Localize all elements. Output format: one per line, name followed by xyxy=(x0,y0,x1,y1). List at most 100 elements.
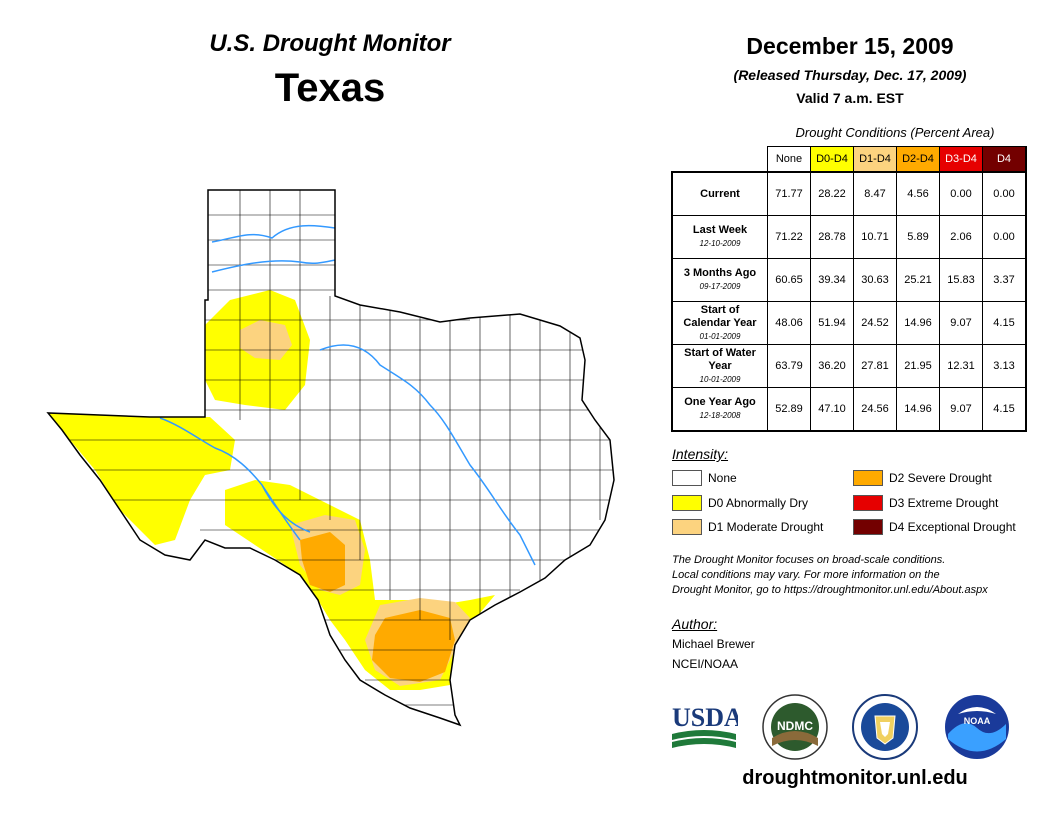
row-label-text: 3 Months Ago xyxy=(683,267,757,279)
row-label-text: Current xyxy=(700,187,740,200)
table-header-row: None D0-D4 D1-D4 D2-D4 D3-D4 D4 xyxy=(672,146,1027,173)
table-cell: 21.95 xyxy=(896,344,940,388)
table-cell: 63.79 xyxy=(767,344,811,388)
table-cell: 28.78 xyxy=(810,215,854,259)
table-cell: 71.77 xyxy=(767,171,811,216)
row-label: Last Week 12-10-2009 xyxy=(671,215,768,259)
table-column-header: D4 xyxy=(982,146,1027,173)
noaa-logo: NOAA xyxy=(945,695,1009,759)
drought-conditions-table: None D0-D4 D1-D4 D2-D4 D3-D4 D4 Current 71.77 2… xyxy=(671,146,1027,432)
table-row: Last Week 12-10-2009 71.22 28.78 10.71 5.89 2.… xyxy=(671,215,1027,259)
legend-swatch-d1 xyxy=(672,519,702,535)
legend-label-d2: D2 Severe Drought xyxy=(889,471,992,485)
legend-label-d4: D4 Exceptional Drought xyxy=(889,520,1016,534)
table-cell: 3.37 xyxy=(982,258,1027,302)
table-cell: 48.06 xyxy=(767,301,811,345)
row-label: One Year Ago 12-18-2008 xyxy=(671,387,768,432)
row-label: Current xyxy=(671,171,768,216)
row-label-date: 12-10-2009 xyxy=(699,239,741,248)
table-cell: 0.00 xyxy=(982,171,1027,216)
row-label: Start of Calendar Year 01-01-2009 xyxy=(671,301,768,345)
row-label-date: 09-17-2009 xyxy=(699,282,741,291)
legend-item-d4: D4 Exceptional Drought xyxy=(853,519,1016,535)
author-title: Author: xyxy=(672,616,718,632)
table-cell: 9.07 xyxy=(939,387,983,432)
conditions-title: Drought Conditions (Percent Area) xyxy=(795,125,995,140)
d2-coastal-region xyxy=(372,610,455,682)
table-cell: 25.21 xyxy=(896,258,940,302)
table-cell: 10.71 xyxy=(853,215,897,259)
table-cell: 4.15 xyxy=(982,301,1027,345)
author-org: NCEI/NOAA xyxy=(672,657,739,671)
author-name: Michael Brewer xyxy=(672,637,755,651)
legend-item-d3: D3 Extreme Drought xyxy=(853,495,998,511)
d2-south-central-region xyxy=(300,532,345,592)
legend-item-d0: D0 Abnormally Dry xyxy=(672,495,808,511)
footer-url[interactable]: droughtmonitor.unl.edu xyxy=(742,767,968,789)
table-cell: 15.83 xyxy=(939,258,983,302)
table-cell: 8.47 xyxy=(853,171,897,216)
legend-label-d1: D1 Moderate Drought xyxy=(708,520,824,534)
row-label-text: Last Week xyxy=(692,224,748,236)
table-cell: 5.89 xyxy=(896,215,940,259)
legend-swatch-d4 xyxy=(853,519,883,535)
table-column-header: D0-D4 xyxy=(810,146,854,173)
table-cell: 2.06 xyxy=(939,215,983,259)
rivers xyxy=(159,224,536,566)
table-cell: 0.00 xyxy=(982,215,1027,259)
legend-label-d3: D3 Extreme Drought xyxy=(889,496,999,510)
note-line-2: Local conditions may vary. For more info… xyxy=(672,569,940,581)
legend-item-d1: D1 Moderate Drought xyxy=(672,519,823,535)
row-label-date: 10-01-2009 xyxy=(699,374,741,384)
table-cell: 60.65 xyxy=(767,258,811,302)
row-label-text: One Year Ago xyxy=(684,396,756,408)
table-cell: 0.00 xyxy=(939,171,983,216)
table-cell: 39.34 xyxy=(810,258,854,302)
table-column-header: D2-D4 xyxy=(896,146,940,173)
map-date: December 15, 2009 xyxy=(746,33,954,59)
table-cell: 14.96 xyxy=(896,387,940,432)
release-date: (Released Thursday, Dec. 17, 2009) xyxy=(733,67,967,83)
texas-drought-map xyxy=(47,189,615,726)
table-row: Current 71.77 28.22 8.47 4.56 0.00 0.00 xyxy=(671,171,1027,216)
table-cell: 3.13 xyxy=(982,344,1027,388)
note-line-3: Drought Monitor, go to https://droughtmo… xyxy=(672,584,988,596)
table-cell: 4.15 xyxy=(982,387,1027,432)
note-line-1: The Drought Monitor focuses on broad-sca… xyxy=(672,554,946,566)
row-label-text: Start of Calendar Year xyxy=(683,303,757,329)
legend-item-none: None xyxy=(672,470,737,486)
table-row: Start of Calendar Year 01-01-2009 48.06 51.… xyxy=(671,301,1027,345)
table-column-header: D3-D4 xyxy=(939,146,983,173)
state-title: Texas xyxy=(274,66,386,110)
table-cell: 24.56 xyxy=(853,387,897,432)
legend-swatch-d3 xyxy=(853,495,883,511)
table-cell: 47.10 xyxy=(810,387,854,432)
table-cell: 12.31 xyxy=(939,344,983,388)
usda-logo-text: USDA xyxy=(672,703,738,732)
usda-logo: USDA xyxy=(672,703,738,748)
legend-swatch-d2 xyxy=(853,470,883,486)
row-label-date: 01-01-2009 xyxy=(699,331,741,341)
legend-label-none: None xyxy=(708,471,737,485)
table-row: One Year Ago 12-18-2008 52.89 47.10 24.56 14.… xyxy=(671,387,1027,432)
drought-monitor-note: The Drought Monitor focuses on broad-sca… xyxy=(672,553,1042,598)
legend-item-d2: D2 Severe Drought xyxy=(853,470,992,486)
legend-label-d0: D0 Abnormally Dry xyxy=(708,496,809,510)
table-column-header: None xyxy=(767,146,811,173)
table-cell: 28.22 xyxy=(810,171,854,216)
row-label-date: 12-18-2008 xyxy=(699,411,741,420)
product-title: U.S. Drought Monitor xyxy=(209,30,451,57)
table-row: Start of Water Year 10-01-2009 63.79 36.20 2… xyxy=(671,344,1027,388)
intensity-title: Intensity: xyxy=(672,446,729,462)
table-row: 3 Months Ago 09-17-2009 60.65 39.34 30.63 25.… xyxy=(671,258,1027,302)
table-cell: 4.56 xyxy=(896,171,940,216)
table-cell: 51.94 xyxy=(810,301,854,345)
table-column-header: D1-D4 xyxy=(853,146,897,173)
table-body: Current 71.77 28.22 8.47 4.56 0.00 0.00 Last We… xyxy=(671,171,1027,432)
table-cell: 27.81 xyxy=(853,344,897,388)
valid-time: Valid 7 a.m. EST xyxy=(796,90,904,106)
table-corner xyxy=(672,147,768,173)
table-cell: 52.89 xyxy=(767,387,811,432)
noaa-logo-text: NOAA xyxy=(964,716,991,726)
table-cell: 9.07 xyxy=(939,301,983,345)
